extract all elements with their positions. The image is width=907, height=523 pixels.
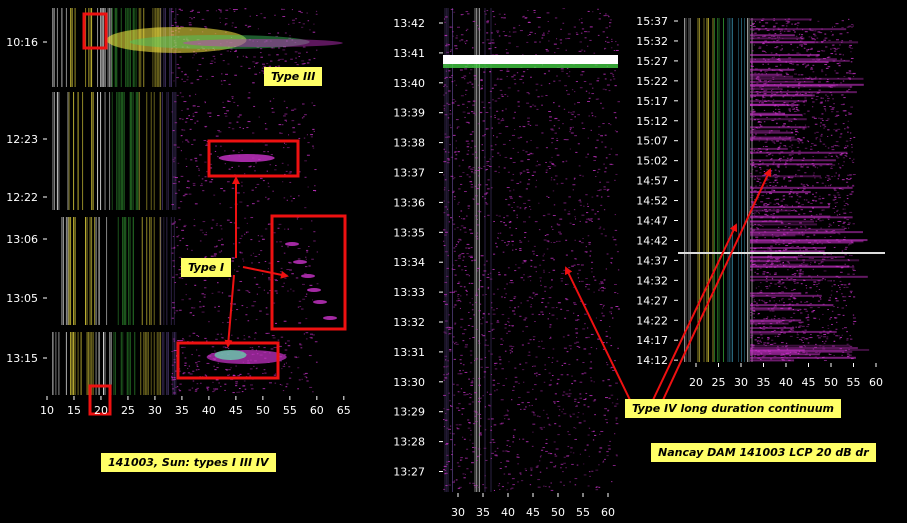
interference-line [678,252,885,254]
freq-tick-label: 45 [802,376,816,389]
arrow [565,266,631,401]
time-tick-label: 14:27 [636,294,668,307]
data-gap-band [443,55,618,64]
time-tick-label: 13:39 [393,107,425,120]
freq-tick-label: 35 [175,404,189,417]
time-tick-label: 15:07 [636,135,668,148]
freq-tick-label: 35 [757,376,771,389]
time-tick-label: 15:32 [636,35,668,48]
time-tick-label: 14:52 [636,195,668,208]
annotation-overlays [82,12,772,416]
time-tick-label: 12:22 [6,191,38,204]
type-iii-burst [106,27,247,53]
panel-bg [47,92,360,210]
right-caption: Nancay DAM 141003 LCP 20 dB dr [651,443,876,462]
time-tick-label: 14:32 [636,274,668,287]
type-i-burst-2-seg [313,300,327,304]
time-tick-label: 14:22 [636,314,668,327]
time-tick-label: 13:29 [393,406,425,419]
type-i-burst-1 [218,154,275,162]
freq-tick-label: 15 [67,404,81,417]
type-i-burst-2-seg [307,288,321,292]
arrow [652,223,738,401]
time-tick-label: 13:41 [393,47,425,60]
time-tick-label: 13:05 [6,292,38,305]
freq-tick-label: 55 [576,506,590,519]
time-tick-label: 13:27 [393,466,425,479]
type-i-burst-2-seg [323,316,337,320]
freq-tick-label: 30 [734,376,748,389]
time-tick-label: 13:40 [393,77,425,90]
arrow [242,266,289,279]
type-iii-callout: Type III [264,67,323,86]
freq-tick-label: 10 [40,404,54,417]
type-i-burst-2-seg [301,274,315,278]
freq-tick-label: 25 [121,404,135,417]
arrow [224,274,235,348]
time-tick-label: 12:23 [6,133,38,146]
time-tick-label: 13:31 [393,346,425,359]
time-tick-label: 14:47 [636,215,668,228]
time-tick-label: 15:27 [636,55,668,68]
time-tick-label: 10:16 [6,36,38,49]
arrow [662,168,772,401]
time-tick-label: 13:15 [6,352,38,365]
time-tick-label: 13:32 [393,316,425,329]
freq-tick-label: 30 [451,506,465,519]
time-tick-label: 13:28 [393,436,425,449]
time-tick-label: 15:37 [636,15,668,28]
time-tick-label: 15:22 [636,75,668,88]
time-tick-label: 13:06 [6,233,38,246]
freq-tick-label: 40 [202,404,216,417]
time-tick-label: 13:36 [393,196,425,209]
freq-tick-label: 65 [337,404,351,417]
freq-tick-label: 20 [94,404,108,417]
freq-tick-label: 30 [148,404,162,417]
left-caption: 141003, Sun: types I III IV [101,453,276,472]
time-tick-label: 15:12 [636,115,668,128]
freq-tick-label: 45 [229,404,243,417]
time-tick-label: 14:37 [636,254,668,267]
time-tick-label: 13:38 [393,137,425,150]
time-tick-label: 15:02 [636,155,668,168]
freq-tick-label: 55 [847,376,861,389]
time-tick-label: 13:30 [393,376,425,389]
freq-tick-label: 25 [712,376,726,389]
time-tick-label: 14:57 [636,175,668,188]
highlight-box [88,384,112,416]
freq-tick-label: 40 [779,376,793,389]
time-tick-label: 14:17 [636,334,668,347]
right-spectrogram [678,18,885,362]
time-tick-label: 13:33 [393,286,425,299]
time-tick-label: 15:17 [636,95,668,108]
time-tick-label: 14:12 [636,354,668,367]
highlight-box [207,139,300,178]
freq-tick-label: 60 [601,506,615,519]
freq-tick-label: 50 [824,376,838,389]
freq-tick-label: 50 [551,506,565,519]
type-i-burst-2-seg [293,260,307,264]
axis-tick-labels: 10:16 12:23 12:22 13:06 13:05 13:15 10 15 20 25 30… [6,15,883,519]
time-tick-label: 13:37 [393,167,425,180]
freq-tick-label: 55 [283,404,297,417]
freq-tick-label: 60 [869,376,883,389]
left-spectrogram-panels [47,8,360,395]
type-iv-callout: Type IV long duration continuum [625,399,842,418]
freq-tick-label: 50 [256,404,270,417]
freq-tick-label: 35 [476,506,490,519]
freq-tick-label: 45 [526,506,540,519]
freq-tick-label: 60 [310,404,324,417]
type-i-callout: Type I [181,258,232,277]
time-tick-label: 13:42 [393,17,425,30]
highlight-box [82,12,108,50]
type-i-burst-2-seg [285,242,299,246]
time-tick-label: 13:35 [393,226,425,239]
time-tick-label: 14:42 [636,234,668,247]
panel-bg [443,8,618,492]
middle-spectrogram [443,8,620,492]
time-tick-label: 13:34 [393,256,425,269]
freq-tick-label: 20 [689,376,703,389]
freq-tick-label: 40 [501,506,515,519]
